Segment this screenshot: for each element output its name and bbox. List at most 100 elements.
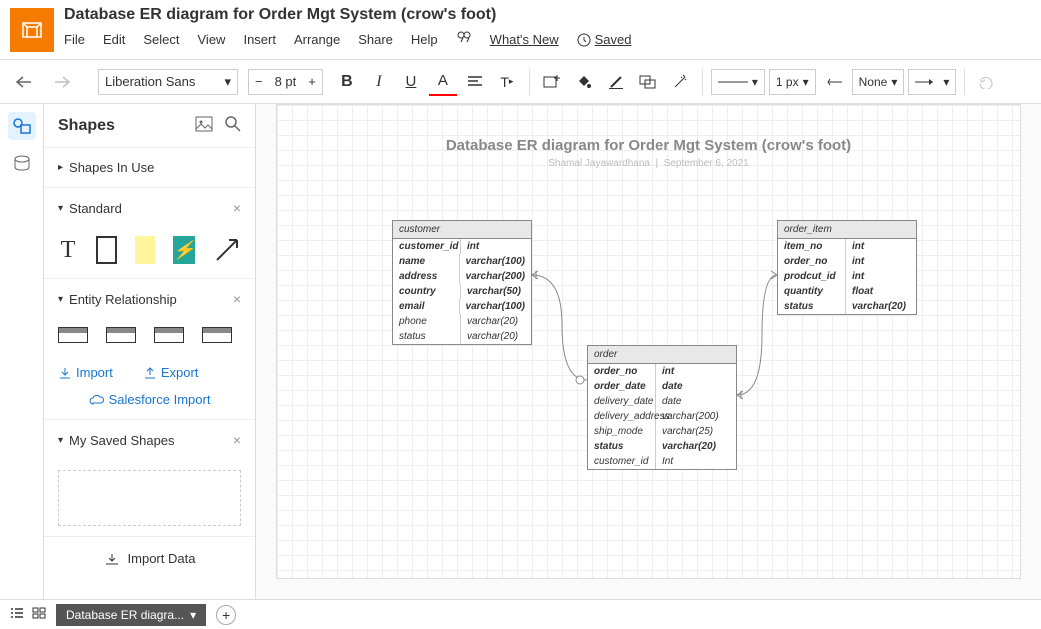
- shapes-title: Shapes: [58, 117, 115, 135]
- shape-add-button[interactable]: [538, 68, 566, 96]
- diagram-subtitle: Shamal Jayawardhana | September 6, 2021: [277, 158, 1020, 169]
- left-rail: [0, 104, 44, 599]
- entity-field: customer_idInt: [588, 454, 736, 469]
- shape-style-button[interactable]: [634, 68, 662, 96]
- line-style-select[interactable]: ▾: [711, 69, 765, 95]
- shape-er-3[interactable]: [154, 327, 184, 343]
- menu-arrange[interactable]: Arrange: [294, 32, 340, 47]
- find-icon[interactable]: [456, 30, 472, 49]
- app-logo[interactable]: [10, 8, 54, 52]
- shape-arrow[interactable]: [213, 236, 241, 264]
- shapes-panel: Shapes ▸ Shapes In Use ▾ Standard × T ⚡: [44, 104, 256, 599]
- saved-shapes-placeholder: [58, 470, 241, 526]
- font-size-decrease[interactable]: −: [249, 74, 269, 89]
- entity-field: order_noint: [778, 254, 916, 269]
- entity-field: statusvarchar(20): [393, 329, 531, 344]
- menu-share[interactable]: Share: [358, 32, 393, 47]
- entity-field: delivery_datedate: [588, 394, 736, 409]
- shape-er-2[interactable]: [106, 327, 136, 343]
- entity-field: ship_modevarchar(25): [588, 424, 736, 439]
- text-options-button[interactable]: T▸: [493, 68, 521, 96]
- line-width-select[interactable]: 1 px ▾: [769, 69, 816, 95]
- underline-button[interactable]: U: [397, 68, 425, 96]
- entity-header: order: [588, 346, 736, 364]
- list-view-button[interactable]: [10, 607, 24, 622]
- canvas-area[interactable]: Database ER diagram for Order Mgt System…: [256, 104, 1041, 599]
- import-icon: [104, 552, 120, 566]
- fill-color-button[interactable]: [570, 68, 598, 96]
- saved-indicator[interactable]: Saved: [577, 32, 632, 47]
- text-color-button[interactable]: A: [429, 68, 457, 96]
- chevron-down-icon: ▾: [58, 294, 63, 305]
- entity-field: namevarchar(100): [393, 254, 531, 269]
- revert-button[interactable]: [973, 68, 1001, 96]
- close-icon[interactable]: ×: [233, 432, 241, 448]
- entity-field: quantityfloat: [778, 284, 916, 299]
- shape-note[interactable]: [135, 236, 155, 264]
- entity-field: statusvarchar(20): [778, 299, 916, 314]
- section-standard[interactable]: ▾ Standard ×: [44, 188, 255, 228]
- chevron-down-icon: ▾: [58, 203, 63, 214]
- entity-field: statusvarchar(20): [588, 439, 736, 454]
- grid-view-button[interactable]: [32, 607, 46, 622]
- entity-field: addressvarchar(200): [393, 269, 531, 284]
- menu-view[interactable]: View: [198, 32, 226, 47]
- export-button[interactable]: Export: [143, 365, 199, 380]
- border-color-button[interactable]: [602, 68, 630, 96]
- workspace: Shapes ▸ Shapes In Use ▾ Standard × T ⚡: [0, 104, 1041, 599]
- entity-order_item[interactable]: order_itemitem_nointorder_nointprodcut_i…: [777, 220, 917, 315]
- whats-new-link[interactable]: What's New: [490, 32, 559, 47]
- menu-edit[interactable]: Edit: [103, 32, 125, 47]
- salesforce-import-button[interactable]: Salesforce Import: [44, 388, 255, 419]
- diagram-title: Database ER diagram for Order Mgt System…: [277, 137, 1020, 154]
- entity-field: customer_idint: [393, 239, 531, 254]
- shape-rect[interactable]: [96, 236, 117, 264]
- undo-button[interactable]: [10, 68, 38, 96]
- shape-er-4[interactable]: [202, 327, 232, 343]
- magic-button[interactable]: [666, 68, 694, 96]
- font-size-increase[interactable]: +: [302, 74, 322, 89]
- align-button[interactable]: [461, 68, 489, 96]
- line-end-select[interactable]: ▾: [908, 69, 956, 95]
- menu-select[interactable]: Select: [143, 32, 179, 47]
- toolbar: Liberation Sans▾ − 8 pt + B I U A T▸ ▾ 1…: [0, 60, 1041, 104]
- doc-tab[interactable]: Database ER diagra... ▾: [56, 604, 206, 626]
- entity-order[interactable]: orderorder_nointorder_datedatedelivery_d…: [587, 345, 737, 470]
- add-tab-button[interactable]: +: [216, 605, 236, 625]
- search-icon[interactable]: [225, 116, 241, 135]
- font-size-value[interactable]: 8 pt: [269, 74, 303, 89]
- app-header: Database ER diagram for Order Mgt System…: [0, 0, 1041, 60]
- bold-button[interactable]: B: [333, 68, 361, 96]
- doc-title[interactable]: Database ER diagram for Order Mgt System…: [64, 6, 1041, 24]
- shape-er-1[interactable]: [58, 327, 88, 343]
- entity-field: delivery_addressvarchar(200): [588, 409, 736, 424]
- chevron-down-icon: ▾: [224, 74, 231, 90]
- close-icon[interactable]: ×: [233, 200, 241, 216]
- shape-action[interactable]: ⚡: [173, 236, 195, 264]
- font-select[interactable]: Liberation Sans▾: [98, 69, 238, 95]
- section-er[interactable]: ▾ Entity Relationship ×: [44, 279, 255, 319]
- menu-file[interactable]: File: [64, 32, 85, 47]
- line-start-select[interactable]: None ▾: [852, 69, 905, 95]
- import-data-button[interactable]: Import Data: [44, 536, 255, 580]
- entity-customer[interactable]: customercustomer_idintnamevarchar(100)ad…: [392, 220, 532, 345]
- entity-field: prodcut_idint: [778, 269, 916, 284]
- line-end-left-button[interactable]: [820, 68, 848, 96]
- shapes-rail-button[interactable]: [8, 112, 36, 140]
- entity-field: phonevarchar(20): [393, 314, 531, 329]
- close-icon[interactable]: ×: [233, 291, 241, 307]
- canvas[interactable]: Database ER diagram for Order Mgt System…: [276, 104, 1021, 579]
- import-button[interactable]: Import: [58, 365, 113, 380]
- menu-help[interactable]: Help: [411, 32, 438, 47]
- shape-text[interactable]: T: [58, 236, 78, 264]
- entity-header: customer: [393, 221, 531, 239]
- data-rail-button[interactable]: [8, 150, 36, 178]
- clock-icon: [577, 33, 591, 47]
- image-icon[interactable]: [195, 116, 213, 135]
- entity-header: order_item: [778, 221, 916, 239]
- section-shapes-in-use[interactable]: ▸ Shapes In Use: [44, 148, 255, 187]
- redo-button[interactable]: [48, 68, 76, 96]
- menu-insert[interactable]: Insert: [243, 32, 276, 47]
- section-saved-shapes[interactable]: ▾ My Saved Shapes ×: [44, 420, 255, 460]
- italic-button[interactable]: I: [365, 68, 393, 96]
